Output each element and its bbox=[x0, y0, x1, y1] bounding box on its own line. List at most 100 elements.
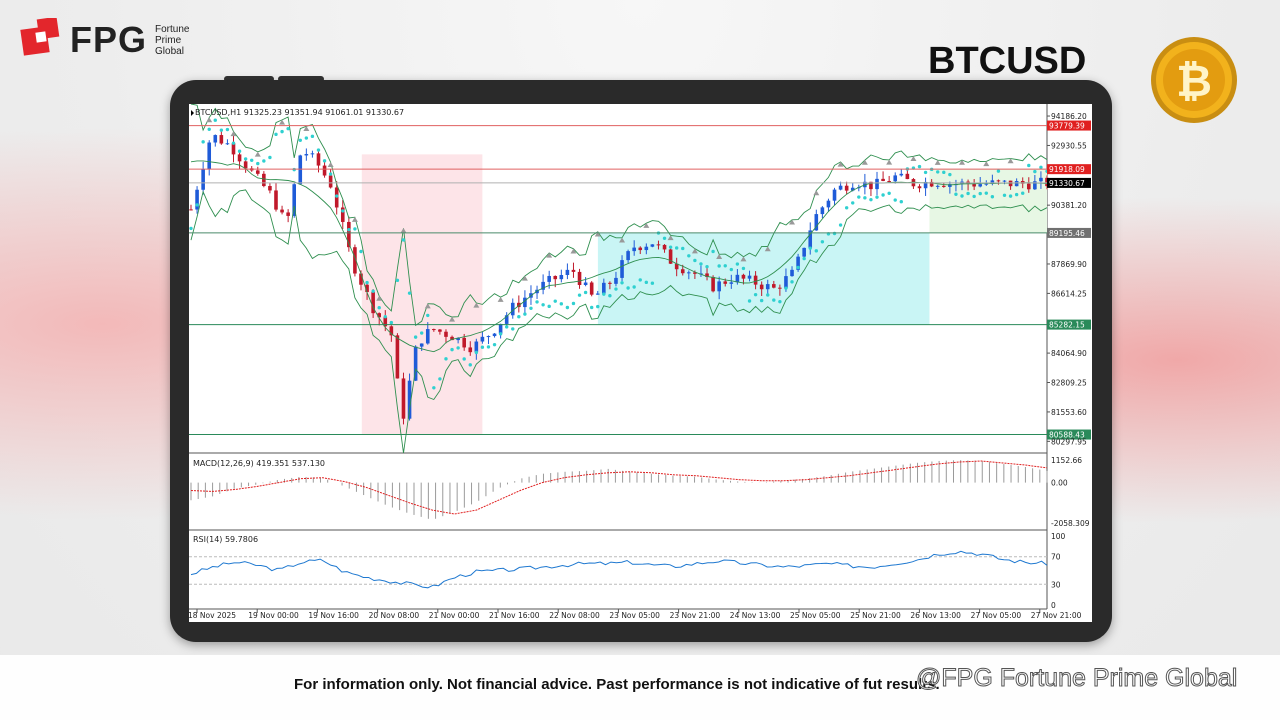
candle-body bbox=[359, 273, 363, 285]
fractal-up-arrow bbox=[424, 303, 431, 309]
psar-dot bbox=[1033, 169, 1037, 174]
psar-dot bbox=[741, 266, 746, 271]
psar-dot bbox=[638, 278, 642, 282]
psar-dot bbox=[577, 293, 582, 297]
rsi-tick-label: 100 bbox=[1051, 532, 1066, 541]
psar-dot bbox=[942, 170, 946, 175]
psar-dot bbox=[766, 293, 770, 297]
psar-dot bbox=[419, 331, 424, 335]
candle-body bbox=[231, 143, 236, 155]
disclaimer-text: For information only. Not financial advi… bbox=[294, 676, 940, 693]
psar-dot bbox=[298, 138, 302, 142]
candle-body bbox=[626, 251, 630, 261]
psar-dot bbox=[620, 281, 624, 285]
psar-dot bbox=[602, 292, 606, 296]
candle-body bbox=[541, 281, 545, 290]
candle-body bbox=[498, 323, 503, 334]
candle-body bbox=[419, 343, 424, 347]
fractal-up-arrow bbox=[789, 219, 796, 225]
fpg-logo-icon bbox=[18, 16, 62, 62]
time-tick-label: 27 Nov 21:00 bbox=[1031, 611, 1082, 620]
candle-body bbox=[759, 284, 764, 290]
fpg-logo: FPG Fortune Prime Global bbox=[18, 16, 189, 62]
fractal-up-arrow bbox=[886, 159, 893, 165]
psar-dot bbox=[189, 226, 193, 231]
candle-body bbox=[875, 178, 879, 190]
psar-dot bbox=[262, 159, 266, 163]
candle-body bbox=[237, 154, 242, 162]
psar-dot bbox=[383, 314, 387, 319]
psar-dot bbox=[820, 240, 825, 244]
psar-dot bbox=[699, 262, 703, 266]
candle-body bbox=[468, 347, 473, 353]
price-tick-label: 80297.95 bbox=[1051, 437, 1087, 446]
psar-dot bbox=[978, 191, 982, 196]
fractal-up-arrow bbox=[643, 222, 650, 228]
band-upper bbox=[190, 104, 1048, 327]
fractal-up-arrow bbox=[351, 216, 358, 222]
psar-dot bbox=[796, 265, 800, 270]
price-tick-label: 81553.60 bbox=[1051, 408, 1087, 417]
candle-body bbox=[553, 275, 558, 280]
fractal-up-arrow bbox=[230, 131, 237, 137]
rsi-tick-label: 70 bbox=[1051, 553, 1061, 562]
candle-body bbox=[589, 282, 594, 295]
psar-dot bbox=[207, 127, 211, 132]
bitcoin-coin-icon: ₿ bbox=[1150, 36, 1238, 124]
price-level-tag bbox=[1047, 177, 1091, 188]
candle-body bbox=[614, 277, 618, 284]
candle-body bbox=[723, 281, 728, 284]
candle-body bbox=[425, 329, 430, 344]
candle-body bbox=[948, 184, 952, 187]
fractal-up-arrow bbox=[327, 161, 334, 167]
price-header: BTCUSD,H1 91325.23 91351.94 91061.01 913… bbox=[195, 108, 404, 117]
candle-body bbox=[1002, 180, 1007, 182]
candle-body bbox=[298, 155, 303, 185]
fractal-up-arrow bbox=[619, 237, 626, 243]
candle-body bbox=[802, 247, 806, 257]
psar-dot bbox=[286, 126, 290, 131]
macd-tick-label: -2058.309 bbox=[1051, 519, 1090, 528]
psar-dot bbox=[662, 236, 667, 240]
time-tick-label: 25 Nov 21:00 bbox=[850, 611, 901, 620]
fractal-up-arrow bbox=[279, 119, 286, 125]
rsi-tick-label: 0 bbox=[1051, 601, 1056, 610]
rsi-header: RSI(14) 59.7806 bbox=[193, 535, 258, 544]
candle-body bbox=[371, 292, 375, 314]
time-tick-label: 18 Nov 2025 bbox=[189, 611, 236, 620]
candle-body bbox=[735, 274, 740, 283]
tablet-button bbox=[224, 76, 274, 82]
candle-body bbox=[741, 274, 746, 279]
candle-body bbox=[923, 181, 928, 189]
psar-dot bbox=[486, 345, 491, 349]
price-level-label: 91918.09 bbox=[1049, 165, 1085, 174]
time-tick-label: 20 Nov 08:00 bbox=[369, 611, 420, 620]
psar-dot bbox=[948, 172, 952, 177]
header-arrow-icon bbox=[191, 110, 194, 116]
psar-dot bbox=[881, 193, 885, 197]
psar-dot bbox=[705, 264, 709, 269]
psar-dot bbox=[371, 289, 375, 293]
psar-dot bbox=[365, 280, 369, 285]
candle-body bbox=[784, 276, 788, 289]
candle-body bbox=[917, 186, 922, 189]
psar-dot bbox=[966, 191, 970, 196]
candle-body bbox=[286, 212, 290, 216]
candle-body bbox=[1033, 181, 1037, 190]
candle-body bbox=[189, 209, 193, 211]
candle-body bbox=[881, 178, 885, 182]
candle-body bbox=[929, 181, 934, 187]
candle-body bbox=[225, 143, 230, 145]
psar-dot bbox=[687, 254, 691, 258]
fractal-arrows bbox=[206, 117, 1014, 322]
psar-dot bbox=[923, 170, 928, 175]
psar-dot bbox=[353, 227, 357, 231]
psar-dot bbox=[875, 195, 879, 199]
candle-body bbox=[772, 284, 776, 288]
psar-dot bbox=[195, 203, 199, 207]
psar-dot bbox=[571, 301, 576, 306]
fractal-up-arrow bbox=[546, 252, 553, 258]
symbol-title: BTCUSD bbox=[928, 40, 1087, 82]
candle-body bbox=[377, 313, 381, 318]
psar-dot bbox=[996, 169, 1001, 173]
